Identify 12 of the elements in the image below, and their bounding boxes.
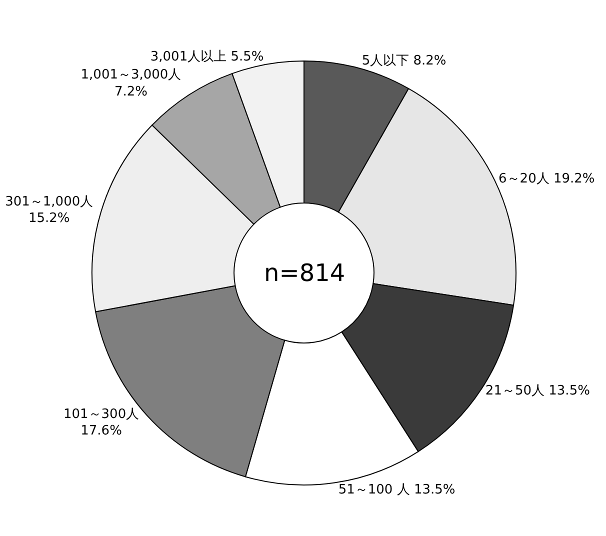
- data-label: 7.2%: [114, 84, 148, 100]
- data-label: 15.2%: [28, 211, 70, 226]
- slice-label: 101～300人: [63, 406, 140, 422]
- slice-label: 51～100 人 13.5%: [338, 482, 456, 498]
- slice-label: 1,001～3,000人: [80, 68, 182, 83]
- data-label: 17.6%: [80, 424, 122, 439]
- slice-label: 5人以下 8.2%: [362, 53, 446, 68]
- slice-label: 21～50人 13.5%: [485, 383, 590, 398]
- slice-label: 3,001人以上 5.5%: [150, 49, 264, 64]
- text: n=814: [264, 259, 346, 287]
- slice-label: 6～20人 19.2%: [498, 172, 595, 187]
- slice-label: 301～1,000人: [5, 194, 94, 210]
